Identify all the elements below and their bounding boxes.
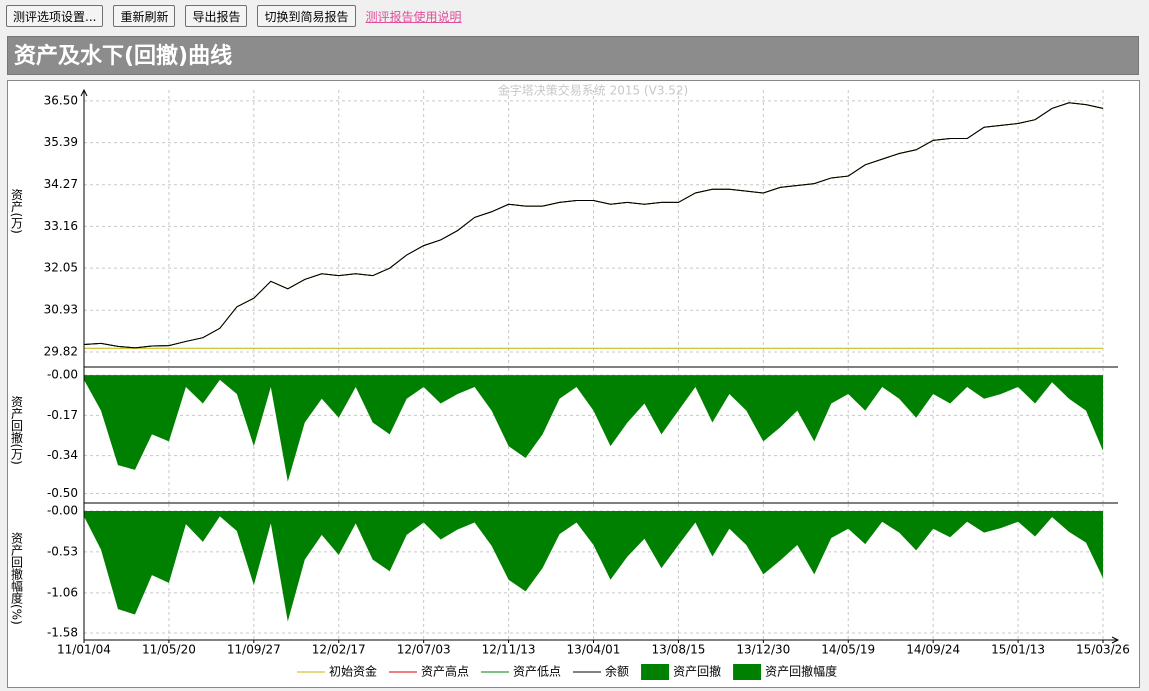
x-tick-label: 11/05/20 <box>142 643 196 657</box>
x-tick-label: 13/12/30 <box>736 643 790 657</box>
x-tick-label: 12/02/17 <box>312 643 366 657</box>
legend-label: 资产回撤 <box>673 664 721 679</box>
y-tick-label: -1.58 <box>47 626 78 640</box>
legend-label: 资产高点 <box>421 664 469 679</box>
y-axis-label: 资产回撤幅度(%) <box>10 532 24 625</box>
y-tick-label: 29.82 <box>44 344 78 358</box>
x-tick-label: 12/11/13 <box>482 643 536 657</box>
x-tick-label: 13/04/01 <box>567 643 621 657</box>
x-tick-label: 12/07/03 <box>397 643 451 657</box>
refresh-button[interactable]: 重新刷新 <box>113 5 176 27</box>
y-tick-label: 36.50 <box>44 93 78 107</box>
legend-label: 初始资金 <box>329 664 377 679</box>
x-tick-label: 11/09/27 <box>227 643 281 657</box>
switch-button[interactable]: 切换到简易报告 <box>257 5 356 27</box>
x-tick-label: 15/03/26 <box>1076 643 1130 657</box>
options-button[interactable]: 测评选项设置... <box>6 5 104 27</box>
y-tick-label: -1.06 <box>47 585 78 599</box>
drawdown-area <box>84 510 1103 622</box>
y-tick-label: -0.00 <box>47 368 78 382</box>
x-tick-label: 14/05/19 <box>821 643 875 657</box>
y-axis-arrow <box>80 88 88 97</box>
export-button[interactable]: 导出报告 <box>185 5 248 27</box>
chart: 金字塔决策交易系统 2015 (V3.52) 36.5035.3934.2733… <box>10 83 1130 680</box>
chart-panel: 金字塔决策交易系统 2015 (V3.52) 36.50 35.39 34.27 33… <box>7 80 1140 688</box>
drawdown-area <box>84 375 1103 482</box>
x-tick-label: 15/01/13 <box>991 643 1045 657</box>
legend-label: 余额 <box>605 664 629 679</box>
y-tick-label: 33.16 <box>44 219 78 233</box>
y-tick-label: -0.53 <box>47 544 78 558</box>
legend-label: 资产低点 <box>513 665 561 679</box>
x-tick-label: 14/09/24 <box>906 643 960 657</box>
x-tick-label: 11/01/04 <box>57 643 111 657</box>
y-tick-label: 34.27 <box>44 177 78 191</box>
y-axis-label: 资产回撤(万) <box>10 395 24 465</box>
legend-swatch <box>641 664 670 680</box>
asset-line <box>83 102 1104 349</box>
legend-swatch <box>733 664 762 680</box>
y-tick-label: -0.34 <box>47 448 78 462</box>
legend-label: 资产回撤幅度 <box>765 664 837 679</box>
y-tick-label: 35.39 <box>44 135 78 149</box>
help-link[interactable]: 测评报告使用说明 <box>365 9 462 24</box>
toolbar: 测评选项设置... 重新刷新 导出报告 切换到简易报告 测评报告使用说明 <box>6 4 462 28</box>
y-tick-label: -0.00 <box>47 503 78 517</box>
y-tick-label: -0.17 <box>47 408 78 422</box>
x-axis-arrow <box>1111 636 1120 644</box>
x-tick-label: 13/08/15 <box>651 643 705 657</box>
y-tick-label: 32.05 <box>44 261 78 275</box>
header-title: 资产及水下(回撤)曲线 <box>7 36 1139 75</box>
y-tick-label: 30.93 <box>44 303 78 317</box>
y-axis-label: 资产(万) <box>10 188 24 234</box>
y-tick-label: -0.50 <box>47 486 78 500</box>
